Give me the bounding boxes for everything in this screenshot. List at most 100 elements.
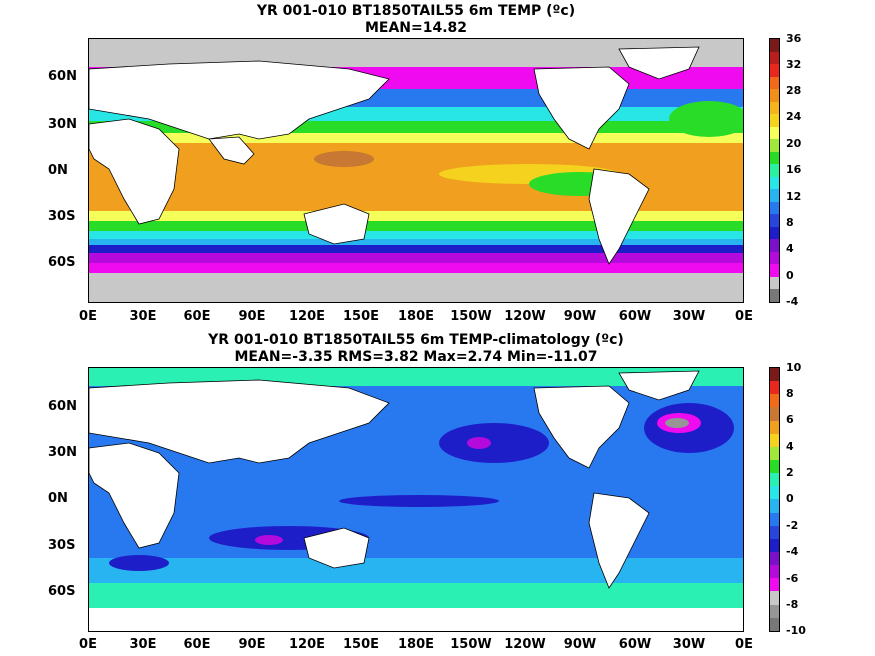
colorbar-swatch — [770, 264, 779, 277]
bottom-lon-label: 150E — [342, 637, 380, 652]
bottom-lon-label: 30W — [672, 637, 706, 652]
colorbar-swatch — [770, 512, 779, 526]
bottom-colorbar-label: -10 — [786, 624, 806, 637]
bottom-colorbar-label: -8 — [786, 598, 799, 611]
top-title-line1: YR 001-010 BT1850TAIL55 6m TEMP (ºc) — [256, 3, 576, 19]
colorbar-swatch — [770, 604, 779, 618]
colorbar-swatch — [770, 486, 779, 500]
top-lat-label-30n: 30N — [48, 117, 77, 132]
top-map — [88, 38, 744, 303]
bottom-lon-label: 120W — [504, 637, 546, 652]
colorbar-swatch — [770, 538, 779, 552]
bottom-lat-label-60s: 60S — [48, 584, 76, 599]
colorbar-swatch — [770, 459, 779, 474]
colorbar-swatch — [770, 139, 779, 152]
colorbar-swatch — [770, 578, 779, 592]
top-colorbar-label: -4 — [786, 295, 799, 308]
bottom-lat-label-30s: 30S — [48, 538, 76, 553]
bottom-lon-label: 0E — [79, 637, 97, 652]
top-title-line2: MEAN=14.82 — [364, 20, 468, 36]
colorbar-swatch — [770, 76, 779, 90]
colorbar-swatch — [770, 381, 779, 395]
bottom-colorbar-label: 0 — [786, 492, 794, 505]
bottom-lon-label: 150W — [450, 637, 492, 652]
bottom-map — [88, 367, 744, 632]
colorbar-swatch — [770, 446, 779, 460]
bottom-lon-label: 0E — [735, 637, 753, 652]
colorbar-swatch — [770, 251, 779, 265]
top-colorbar — [769, 38, 780, 303]
bottom-title-line1: YR 001-010 BT1850TAIL55 6m TEMP-climatol… — [208, 332, 624, 348]
colorbar-swatch — [770, 51, 779, 65]
bottom-lon-label: 90E — [238, 637, 266, 652]
bottom-colorbar-label: -4 — [786, 545, 799, 558]
top-lon-label: 60E — [183, 309, 211, 324]
colorbar-swatch — [770, 226, 779, 240]
colorbar-swatch — [770, 189, 779, 202]
bottom-lat-label-0n: 0N — [48, 491, 68, 506]
colorbar-swatch — [770, 126, 779, 140]
colorbar-swatch — [770, 101, 779, 115]
top-colorbar-label: 0 — [786, 269, 794, 282]
bottom-map-field — [89, 368, 743, 631]
top-lon-label: 0E — [735, 309, 753, 324]
top-colorbar-label: 20 — [786, 137, 802, 150]
bottom-lat-label-60n: 60N — [48, 399, 77, 414]
top-lon-label: 120W — [504, 309, 546, 324]
colorbar-swatch — [770, 176, 779, 190]
top-lon-label: 90W — [563, 309, 597, 324]
bottom-panel-title: YR 001-010 BT1850TAIL55 6m TEMP-climatol… — [88, 332, 744, 366]
bottom-lon-label: 90W — [563, 637, 597, 652]
top-lon-label: 30E — [129, 309, 157, 324]
colorbar-swatch — [770, 617, 779, 631]
colorbar-swatch — [770, 214, 779, 227]
colorbar-swatch — [770, 114, 779, 127]
bottom-lon-label: 180E — [397, 637, 435, 652]
top-colorbar-label: 12 — [786, 190, 802, 203]
top-colorbar-label: 24 — [786, 110, 802, 123]
top-lon-label: 120E — [288, 309, 326, 324]
top-lat-label-60n: 60N — [48, 69, 77, 84]
colorbar-swatch — [770, 151, 779, 165]
colorbar-swatch — [770, 433, 779, 447]
bottom-lon-label: 60E — [183, 637, 211, 652]
bottom-lon-label: 60W — [618, 637, 652, 652]
top-colorbar-label: 8 — [786, 216, 794, 229]
colorbar-swatch — [770, 368, 779, 382]
colorbar-swatch — [770, 420, 779, 434]
colorbar-swatch — [770, 239, 779, 252]
colorbar-swatch — [770, 64, 779, 77]
bottom-lon-label: 30E — [129, 637, 157, 652]
colorbar-swatch — [770, 551, 779, 566]
colorbar-swatch — [770, 565, 779, 579]
top-colorbar-label: 28 — [786, 84, 802, 97]
top-lon-label: 60W — [618, 309, 652, 324]
bottom-colorbar-label: -6 — [786, 572, 799, 585]
colorbar-swatch — [770, 499, 779, 513]
colorbar-swatch — [770, 394, 779, 408]
bottom-lat-label-30n: 30N — [48, 445, 77, 460]
top-map-field — [89, 39, 743, 302]
colorbar-swatch — [770, 591, 779, 605]
bottom-lon-label: 120E — [288, 637, 326, 652]
top-lat-label-30s: 30S — [48, 209, 76, 224]
top-lon-label: 0E — [79, 309, 97, 324]
top-lon-label: 150W — [450, 309, 492, 324]
colorbar-swatch — [770, 201, 779, 215]
bottom-colorbar-label: 4 — [786, 440, 794, 453]
colorbar-swatch — [770, 525, 779, 539]
bottom-colorbar-label: 6 — [786, 413, 794, 426]
bottom-colorbar — [769, 367, 780, 632]
colorbar-swatch — [770, 289, 779, 302]
top-colorbar-label: 36 — [786, 32, 802, 45]
colorbar-swatch — [770, 407, 779, 421]
colorbar-swatch — [770, 276, 779, 290]
top-panel-title: YR 001-010 BT1850TAIL55 6m TEMP (ºc) MEA… — [88, 3, 744, 37]
bottom-title-line2: MEAN=-3.35 RMS=3.82 Max=2.74 Min=-11.07 — [234, 349, 598, 365]
top-lon-label: 150E — [342, 309, 380, 324]
bottom-colorbar-label: 10 — [786, 361, 802, 374]
bottom-colorbar-label: -2 — [786, 519, 799, 532]
top-lat-label-0n: 0N — [48, 163, 68, 178]
colorbar-swatch — [770, 39, 779, 52]
top-colorbar-label: 16 — [786, 163, 802, 176]
